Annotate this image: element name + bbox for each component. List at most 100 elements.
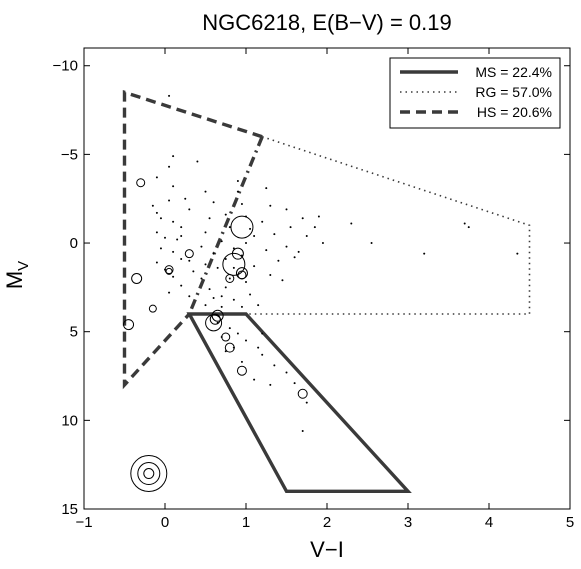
star-point	[168, 291, 171, 294]
star-point	[228, 327, 231, 330]
size-key-circle	[130, 455, 168, 493]
y-tick-label: −10	[53, 58, 78, 75]
y-axis-label-main: M	[2, 271, 27, 289]
star-point	[301, 429, 304, 432]
star-point	[269, 204, 272, 207]
star-point	[285, 371, 288, 374]
star-point	[192, 270, 195, 273]
x-tick-label: 3	[404, 514, 412, 531]
variable-star-circle	[165, 267, 173, 275]
star-point	[467, 226, 470, 229]
star-point	[249, 293, 252, 296]
star-point	[265, 187, 268, 190]
star-point	[224, 257, 227, 260]
variable-star-circle	[297, 388, 308, 399]
variable-star-circle	[237, 270, 247, 280]
star-point	[273, 364, 276, 367]
star-point	[301, 217, 304, 220]
star-point	[220, 240, 223, 243]
size-key-circle	[143, 468, 155, 480]
y-tick-label: 0	[70, 235, 78, 252]
legend-label: MS = 22.4%	[475, 64, 552, 80]
star-point	[232, 266, 235, 269]
region-hs-rg-boundary	[187, 136, 264, 315]
star-point	[180, 226, 183, 229]
star-point	[228, 277, 231, 280]
x-tick-label: 2	[323, 514, 331, 531]
legend-label: RG = 57.0%	[475, 84, 552, 100]
star-point	[216, 266, 219, 269]
star-point	[204, 190, 207, 193]
star-point	[423, 252, 426, 255]
star-point	[220, 295, 223, 298]
star-point	[176, 238, 179, 241]
star-point	[293, 382, 296, 385]
star-point	[168, 165, 171, 168]
star-point	[236, 190, 239, 193]
star-point	[245, 339, 247, 342]
star-point	[245, 242, 247, 245]
star-point	[228, 226, 231, 229]
star-point	[155, 231, 158, 234]
star-point	[204, 263, 207, 266]
circle-size-key	[130, 455, 168, 493]
svg-text:MV: MV	[2, 261, 32, 289]
star-point	[172, 250, 175, 253]
star-point	[297, 250, 300, 253]
star-point	[232, 298, 235, 301]
star-point	[224, 286, 227, 289]
x-tick-label: 5	[566, 514, 574, 531]
star-point	[236, 332, 239, 335]
star-point	[200, 277, 203, 280]
region-hs	[122, 89, 263, 390]
star-point	[188, 208, 191, 211]
variable-star-circle	[236, 365, 247, 376]
region-ms	[186, 312, 412, 493]
star-point	[159, 217, 162, 220]
star-point	[180, 257, 183, 260]
star-point	[261, 353, 264, 356]
star-point	[204, 304, 207, 307]
star-point	[257, 346, 260, 349]
star-point	[253, 234, 256, 237]
y-axis-label-sub: V	[15, 261, 32, 271]
star-point	[350, 222, 353, 225]
star-point	[155, 176, 158, 179]
star-point	[269, 383, 272, 386]
legend-label: HS = 20.6%	[477, 104, 552, 120]
star-point	[204, 231, 207, 234]
star-point	[236, 179, 239, 182]
star-point	[305, 234, 308, 237]
star-point	[200, 245, 203, 248]
legend: MS = 22.4% RG = 57.0% HS = 20.6%	[389, 57, 561, 129]
star-point	[253, 378, 256, 381]
x-tick-label: −1	[75, 514, 92, 531]
x-tick-label: 1	[242, 514, 250, 531]
star-point	[289, 226, 292, 229]
star-point	[265, 249, 268, 252]
star-point	[370, 242, 373, 245]
star-point	[261, 332, 264, 335]
star-point	[196, 160, 199, 163]
star-point	[224, 213, 227, 216]
variable-star-circle	[225, 274, 235, 283]
x-tick-label: 0	[161, 514, 169, 531]
region-rg	[246, 135, 531, 315]
star-point	[180, 234, 183, 237]
region-boundaries	[122, 89, 531, 493]
star-point	[172, 275, 175, 278]
variable-star-circle	[184, 249, 194, 259]
star-point	[188, 259, 191, 262]
star-point	[293, 256, 296, 259]
star-point	[516, 252, 519, 255]
star-point	[317, 215, 320, 218]
star-point	[305, 401, 308, 404]
variable-star-circle	[164, 265, 174, 275]
chart-title: NGC6218, E(B−V) = 0.19	[202, 10, 451, 35]
star-point	[257, 304, 260, 307]
star-point	[180, 284, 183, 287]
variable-star-circle	[224, 342, 235, 353]
y-tick-label: 5	[70, 324, 78, 341]
